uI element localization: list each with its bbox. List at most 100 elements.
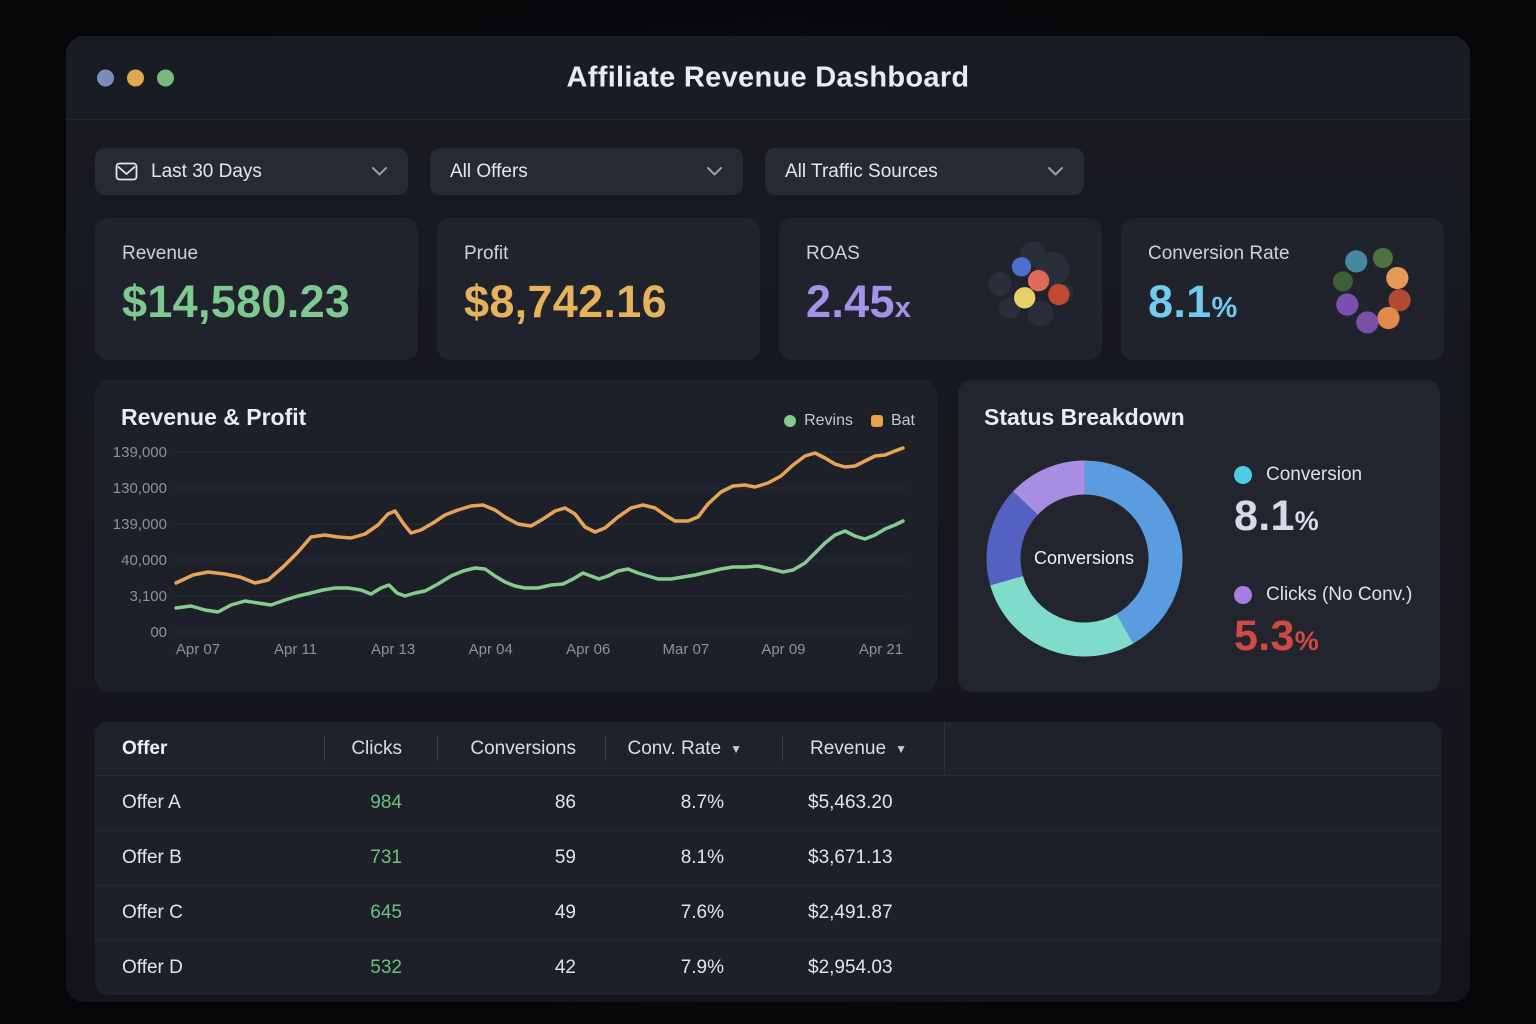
column-header-clicks: Clicks — [324, 722, 437, 775]
offer-name: Offer A — [122, 792, 181, 813]
date-range-dropdown[interactable]: Last 30 Days — [95, 148, 408, 195]
sort-caret-icon[interactable]: ▼ — [730, 741, 742, 756]
revenue-value: $2,491.87 — [808, 902, 893, 923]
traffic-sources-dropdown[interactable]: All Traffic Sources — [765, 148, 1084, 195]
conversions-value: 49 — [554, 902, 576, 923]
clicks-value: 645 — [370, 902, 402, 923]
conversions-value: 59 — [554, 847, 576, 868]
profit-kpi-card: Profit $8,742.16 — [437, 218, 760, 360]
legend-label: Revins — [804, 412, 853, 429]
square-marker-icon — [870, 415, 883, 427]
offers-table: Offer Clicks Conversions Conv. Rate ▼ Revenue… — [95, 722, 1441, 995]
header-divider — [437, 736, 438, 761]
clicks-value: 731 — [370, 847, 402, 868]
donut-segment — [990, 575, 1134, 657]
revins-line-series — [174, 519, 905, 614]
revenue-value: $3,671.13 — [808, 847, 893, 868]
x-tick-label: Apr 09 — [761, 641, 805, 658]
conv-rate-value: 8.1% — [680, 847, 724, 868]
x-tick-label: Apr 13 — [371, 641, 415, 658]
column-header-label: Conversions — [470, 737, 576, 759]
x-tick-label: Apr 11 — [274, 641, 317, 658]
title-bar: Affiliate Revenue Dashboard — [66, 36, 1470, 120]
status-legend-row: Clicks (No Conv.) — [1234, 584, 1412, 606]
table-row: Offer C 645 49 7.6% $2,491.87 — [95, 886, 1441, 941]
donut-segment — [1013, 460, 1085, 515]
sort-caret-icon[interactable]: ▼ — [895, 741, 907, 756]
window-control-dot-3[interactable] — [157, 69, 174, 86]
traffic-sources-label: All Traffic Sources — [785, 160, 938, 182]
status-value-number: 5.3 — [1234, 612, 1295, 660]
revenue-value: $5,463.20 — [808, 792, 893, 813]
status-breakdown-title: Status Breakdown — [984, 404, 1185, 430]
clicks-value: 984 — [370, 792, 402, 813]
legend-item-bat: Bat — [870, 412, 915, 430]
revenue-kpi-label: Revenue — [122, 243, 199, 264]
header-end-divider — [944, 722, 945, 775]
table-row: Offer D 532 42 7.9% $2,954.03 — [95, 941, 1441, 995]
roas-kpi-label: ROAS — [806, 243, 860, 264]
donut-segment — [1084, 460, 1183, 644]
kpi-row: Revenue $14,580.23 Profit $8,742.16 ROAS… — [95, 218, 1444, 360]
legend-label: Bat — [890, 412, 915, 429]
status-legend-label: Clicks (No Conv.) — [1266, 584, 1413, 605]
bat-line-series — [174, 446, 905, 585]
revenue-profit-panel: Revenue & Profit Revins Bat 139,000 130,00… — [95, 380, 937, 692]
legend-dot-icon — [1234, 466, 1252, 484]
column-header-label: Revenue — [810, 737, 887, 759]
clicks-value: 532 — [370, 957, 402, 978]
conversion-rate-kpi-label: Conversion Rate — [1148, 243, 1290, 264]
status-value-suffix: % — [1294, 626, 1319, 656]
header-divider — [782, 736, 783, 761]
chevron-down-icon — [706, 166, 723, 177]
status-value-number: 8.1 — [1234, 492, 1295, 540]
envelope-icon — [115, 162, 138, 181]
conversions-value: 86 — [554, 792, 576, 813]
column-header-label: Conv. Rate — [627, 737, 722, 759]
column-header-conversions: Conversions — [437, 722, 605, 775]
profit-kpi-value: $8,742.16 — [464, 276, 667, 327]
filter-bar: Last 30 Days All Offers All Traffic Sour… — [95, 148, 1084, 195]
date-range-label: Last 30 Days — [151, 160, 262, 182]
circle-marker-icon — [784, 415, 797, 427]
conv-rate-value: 8.7% — [680, 792, 724, 813]
conversion-rate-kpi-card: Conversion Rate 8.1% — [1121, 218, 1444, 360]
offer-name: Offer D — [122, 957, 183, 978]
conversion-rate-kpi-value: 8.1% — [1148, 276, 1238, 327]
y-tick-label: 00 — [150, 624, 167, 641]
header-divider — [605, 736, 606, 761]
table-row: Offer A 984 86 8.7% $5,463.20 — [95, 776, 1441, 831]
y-tick-label: 40,000 — [121, 552, 167, 569]
conv-rate-value: 7.6% — [680, 902, 724, 923]
revenue-value: $2,954.03 — [808, 957, 893, 978]
y-tick-label: 130,000 — [113, 480, 167, 497]
offer-name: Offer C — [122, 902, 183, 923]
conv-rate-value: 7.9% — [680, 957, 724, 978]
legend-dot-icon — [1234, 586, 1252, 604]
page-title: Affiliate Revenue Dashboard — [566, 61, 970, 93]
column-header-offer: Offer — [95, 722, 324, 775]
window-controls — [97, 69, 174, 86]
revenue-profit-title: Revenue & Profit — [121, 404, 307, 430]
column-header-conv-rate[interactable]: Conv. Rate ▼ — [605, 722, 782, 775]
profit-kpi-label: Profit — [464, 243, 509, 264]
status-donut-chart — [986, 460, 1183, 657]
x-tick-label: Apr 04 — [469, 641, 513, 658]
chevron-down-icon — [371, 166, 388, 177]
donut-center-label: Conversions — [1033, 548, 1135, 568]
donut-segment — [986, 491, 1038, 586]
status-value-suffix: % — [1294, 506, 1319, 536]
window-control-dot-2[interactable] — [127, 69, 144, 86]
offers-dropdown[interactable]: All Offers — [430, 148, 743, 195]
revenue-kpi-card: Revenue $14,580.23 — [95, 218, 418, 360]
status-breakdown-panel: Status Breakdown Conversions Conversion 8… — [958, 380, 1440, 692]
line-chart-legend: Revins Bat — [784, 412, 915, 430]
window-control-dot-1[interactable] — [97, 69, 114, 86]
roas-kpi-card: ROAS 2.45x — [779, 218, 1102, 360]
revenue-profit-chart: 139,000 130,000 139,000 40,000 3,100 00 Apr 07… — [113, 444, 905, 658]
status-legend-clicks: Clicks (No Conv.) 5.3% — [1234, 584, 1412, 661]
x-tick-label: Apr 06 — [566, 641, 610, 658]
offer-name: Offer B — [122, 847, 182, 868]
column-header-revenue[interactable]: Revenue ▼ — [782, 722, 945, 775]
column-header-label: Clicks — [351, 737, 402, 759]
